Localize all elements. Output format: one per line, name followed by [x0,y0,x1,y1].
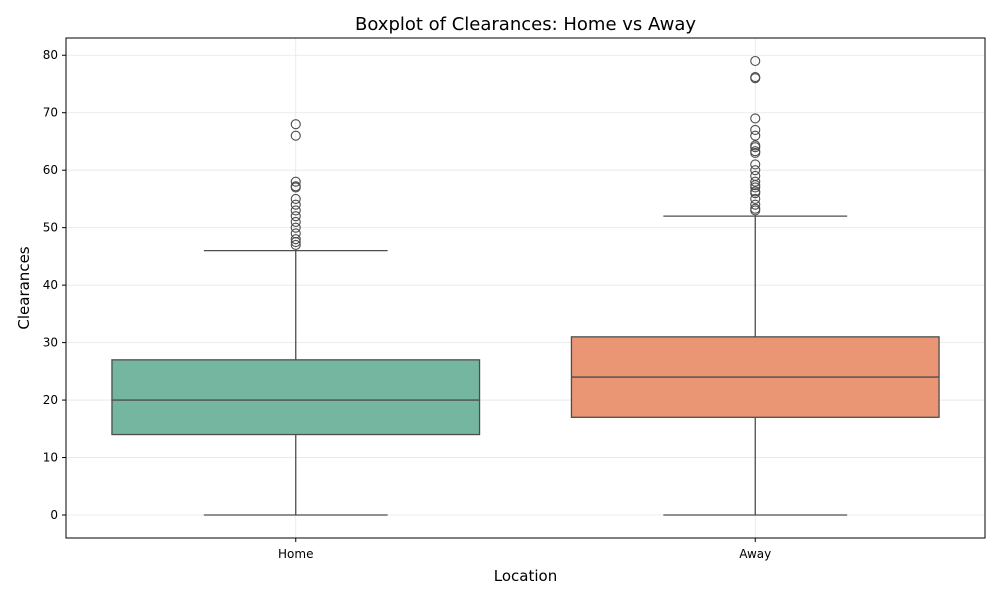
outlier-point [290,205,301,216]
outlier-point [290,211,301,222]
iqr-box [111,359,481,436]
grid-layer [66,38,985,538]
box-away [570,55,940,516]
box-home [111,119,481,516]
y-tick-label: 60 [43,163,58,177]
outlier-point [750,146,761,157]
y-tick-label: 30 [43,336,58,350]
outlier-point [750,182,761,193]
y-tick-label: 80 [43,48,58,62]
axis-layer: 0 10 20 30 40 50 60 70 80 Home Away [43,48,772,561]
outlier-point [750,124,761,136]
outlier-point [750,72,761,83]
outlier-point [750,140,761,151]
outlier-point [750,203,761,214]
outlier-point [750,113,761,124]
x-tick-label: Home [278,547,313,561]
outlier-point [290,222,301,233]
box-layer [111,55,940,516]
outlier-point [290,176,301,187]
y-tick-label: 0 [50,508,58,522]
outlier-point [750,186,761,197]
chart-title: Boxplot of Clearances: Home vs Away [355,14,696,35]
outlier-point [750,176,761,187]
plot-frame [65,37,986,539]
x-axis-label: Location [494,567,557,585]
y-tick-label: 70 [43,106,58,120]
outlier-point [750,159,761,170]
outlier-point [290,193,301,204]
x-tick-label: Away [739,547,771,561]
outlier-point [290,228,301,239]
y-tick-label: 40 [43,278,58,292]
outlier-point [750,199,761,210]
y-axis-label: Clearances [15,246,33,329]
outlier-point [750,130,761,141]
outlier-point [750,55,761,67]
outlier-point [290,239,301,250]
y-tick-label: 10 [43,451,58,465]
y-tick-label: 50 [43,221,58,235]
outlier-point [290,119,301,130]
outlier-point [290,181,301,192]
outlier-point [290,216,301,227]
outlier-point [290,199,301,210]
outlier-point [290,130,301,141]
outlier-point [750,193,761,204]
outlier-point [750,170,761,181]
y-tick-label: 20 [43,393,58,407]
outlier-point [290,234,301,245]
outlier-point [750,165,761,176]
